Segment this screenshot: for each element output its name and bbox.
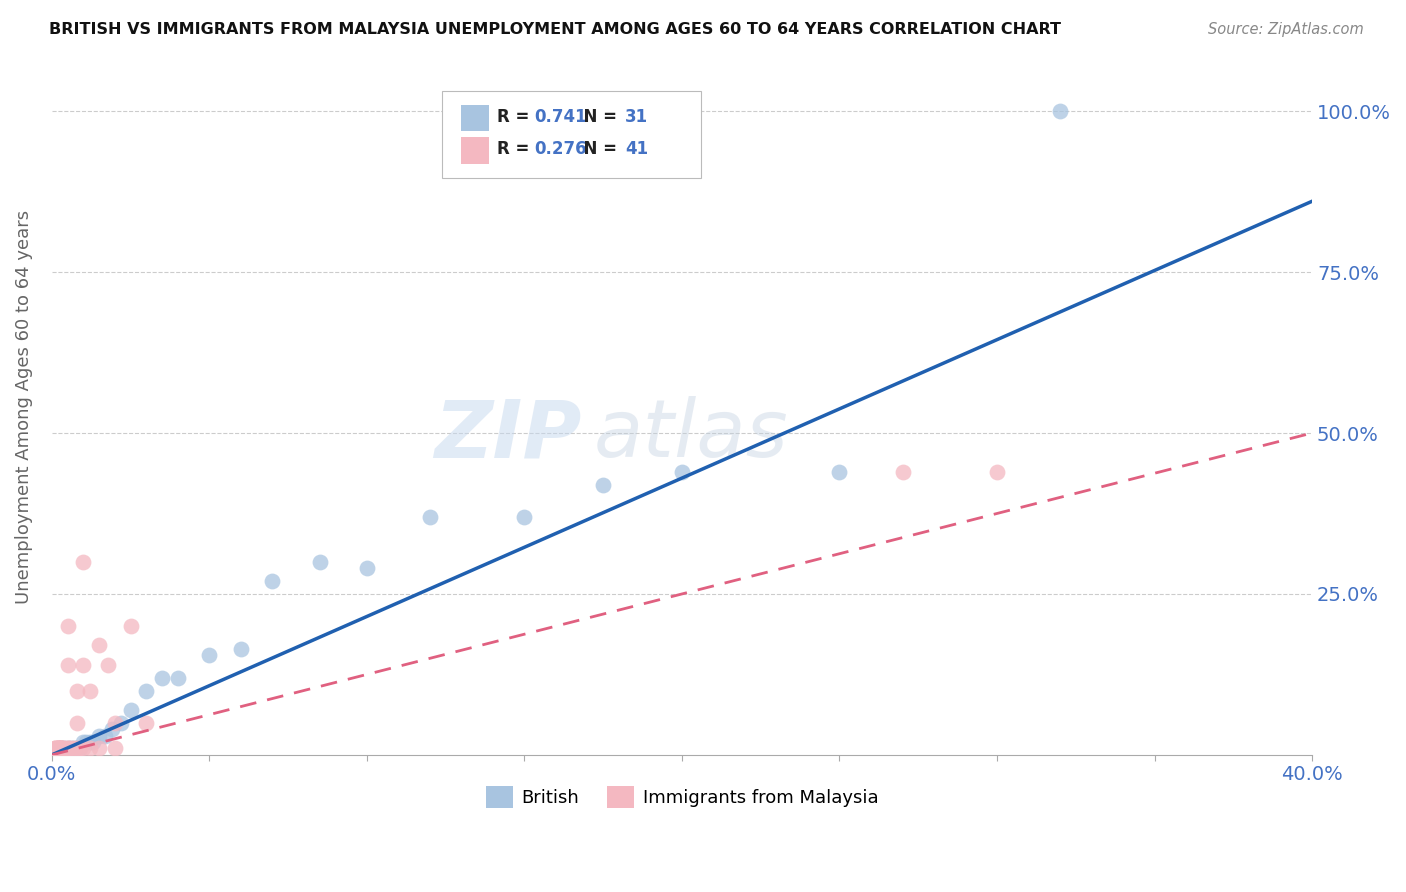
Point [135,715,157,730]
Point [69,741,91,756]
Point [671,465,693,479]
Point [69,741,91,756]
Point [135,683,157,698]
Point [79,741,101,756]
Text: Source: ZipAtlas.com: Source: ZipAtlas.com [1208,22,1364,37]
Point [87,741,110,756]
Point [62,741,84,756]
Point [120,619,142,633]
FancyBboxPatch shape [443,91,700,178]
Point [72,741,94,756]
Point [66,741,89,756]
Point [592,477,614,491]
Point [100,722,122,736]
Point [79,735,101,749]
Text: 31: 31 [626,108,648,126]
Point [120,703,142,717]
Point [53,741,76,756]
Point [82,735,104,749]
Text: R =: R = [496,140,534,158]
Point [1049,104,1071,119]
Legend: British, Immigrants from Malaysia: British, Immigrants from Malaysia [478,779,886,815]
Point [104,715,127,730]
Point [46,741,69,756]
Point [66,715,89,730]
Point [51,741,73,756]
Point [513,509,536,524]
Y-axis label: Unemployment Among Ages 60 to 64 years: Unemployment Among Ages 60 to 64 years [15,211,32,604]
Text: ZIP: ZIP [433,396,581,474]
Bar [461,104,489,131]
Point [56,741,79,756]
Point [262,574,284,588]
Point [104,741,127,756]
Point [56,741,79,756]
Text: BRITISH VS IMMIGRANTS FROM MALAYSIA UNEMPLOYMENT AMONG AGES 60 TO 64 YEARS CORRE: BRITISH VS IMMIGRANTS FROM MALAYSIA UNEM… [49,22,1062,37]
Point [94,729,117,743]
Point [229,641,252,656]
Point [51,741,73,756]
Point [46,741,69,756]
Text: atlas: atlas [593,396,789,474]
Point [46,741,69,756]
Point [79,683,101,698]
Text: 0.741: 0.741 [534,108,588,126]
Point [51,741,73,756]
Point [308,555,330,569]
Point [75,735,97,749]
Point [87,639,110,653]
Point [44,741,66,756]
Point [62,741,84,756]
Point [87,729,110,743]
Point [150,671,173,685]
Text: N =: N = [572,140,623,158]
Bar [461,137,489,164]
Point [56,657,79,672]
Text: R =: R = [496,108,534,126]
Point [44,741,66,756]
Point [828,465,851,479]
Point [419,509,441,524]
Text: 0.276: 0.276 [534,140,588,158]
Point [166,671,188,685]
Point [51,741,73,756]
Point [66,683,89,698]
Point [356,561,378,575]
Point [72,657,94,672]
Point [51,741,73,756]
Point [46,741,69,756]
Point [891,465,914,479]
Point [97,657,120,672]
Point [56,741,79,756]
Point [51,741,73,756]
Point [59,741,82,756]
Point [56,619,79,633]
Point [44,741,66,756]
Point [59,741,82,756]
Text: 41: 41 [626,140,648,158]
Point [986,465,1008,479]
Text: N =: N = [572,108,623,126]
Point [198,648,221,662]
Point [53,741,76,756]
Point [66,741,89,756]
Point [110,715,132,730]
Point [46,741,69,756]
Point [72,555,94,569]
Point [46,741,69,756]
Point [72,735,94,749]
Point [46,741,69,756]
Point [53,741,76,756]
Point [51,741,73,756]
